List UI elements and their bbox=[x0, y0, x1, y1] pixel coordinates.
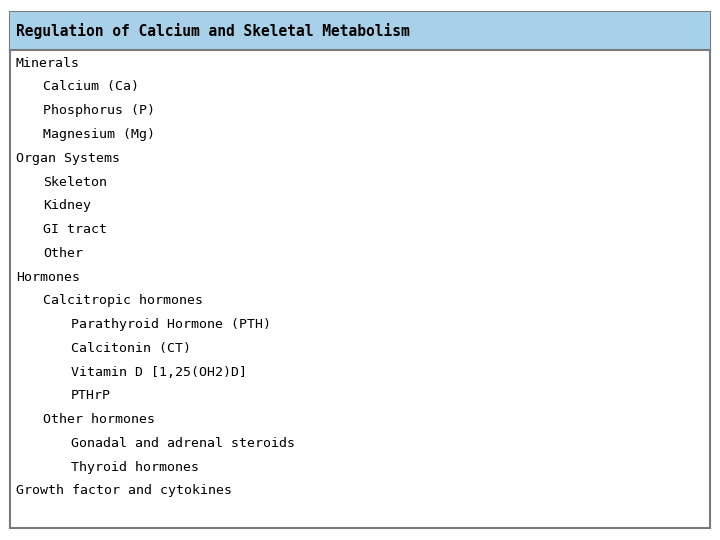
Text: Calcitonin (CT): Calcitonin (CT) bbox=[71, 342, 191, 355]
Text: PTHrP: PTHrP bbox=[71, 389, 111, 402]
Text: Other hormones: Other hormones bbox=[43, 413, 156, 426]
Text: Calcitropic hormones: Calcitropic hormones bbox=[43, 294, 203, 307]
Text: GI tract: GI tract bbox=[43, 223, 107, 236]
Text: Calcium (Ca): Calcium (Ca) bbox=[43, 80, 139, 93]
Text: Skeleton: Skeleton bbox=[43, 176, 107, 188]
Text: Gonadal and adrenal steroids: Gonadal and adrenal steroids bbox=[71, 437, 294, 450]
Text: Phosphorus (P): Phosphorus (P) bbox=[43, 104, 156, 117]
Text: Regulation of Calcium and Skeletal Metabolism: Regulation of Calcium and Skeletal Metab… bbox=[16, 23, 410, 39]
Text: Growth factor and cytokines: Growth factor and cytokines bbox=[16, 484, 232, 497]
Text: Magnesium (Mg): Magnesium (Mg) bbox=[43, 128, 156, 141]
Text: Thyroid hormones: Thyroid hormones bbox=[71, 461, 199, 474]
Text: Organ Systems: Organ Systems bbox=[16, 152, 120, 165]
Text: Kidney: Kidney bbox=[43, 199, 91, 212]
Text: Hormones: Hormones bbox=[16, 271, 80, 284]
Text: Minerals: Minerals bbox=[16, 57, 80, 70]
Bar bbox=[10, 12, 710, 50]
Text: Parathyroid Hormone (PTH): Parathyroid Hormone (PTH) bbox=[71, 318, 271, 331]
Text: Vitamin D [1,25(OH2)D]: Vitamin D [1,25(OH2)D] bbox=[71, 366, 246, 379]
Text: Other: Other bbox=[43, 247, 84, 260]
